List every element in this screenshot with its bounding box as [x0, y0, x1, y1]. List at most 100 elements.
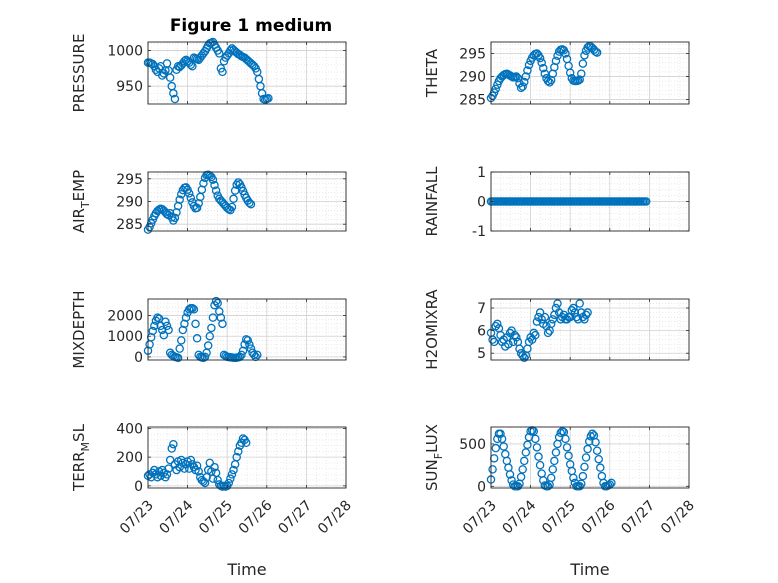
y-axis-label-tail: EMP [70, 170, 88, 201]
data-point [158, 325, 167, 335]
data-point [594, 454, 603, 464]
data-point [540, 69, 550, 78]
y-tick-label: 295 [116, 172, 143, 188]
data-point [518, 351, 527, 360]
y-tick-label: 5 [477, 346, 486, 362]
y-tick-label: 7 [477, 301, 486, 317]
data-series [143, 296, 262, 363]
y-axis-label: MIXDEPTH [70, 290, 88, 368]
y-tick-label: 6 [477, 324, 486, 340]
data-point [515, 344, 524, 353]
y-tick-label: 1000 [107, 329, 143, 345]
data-point [505, 470, 515, 479]
x-tick-label: 07/27 [618, 498, 658, 538]
data-point [218, 319, 227, 329]
data-point [199, 179, 208, 188]
data-point [173, 353, 183, 363]
data-point [205, 458, 215, 468]
data-point [165, 73, 175, 82]
y-tick-label: 500 [459, 437, 486, 453]
x-axis-label: Time [569, 560, 609, 579]
data-point [497, 434, 507, 444]
data-point [226, 474, 235, 483]
data-point [245, 198, 254, 208]
data-point [243, 336, 253, 345]
data-point [545, 78, 554, 87]
x-tick-label: 07/28 [658, 498, 698, 538]
data-point [211, 296, 221, 306]
axes-box [490, 298, 690, 361]
y-axis-label-base: AIR [70, 208, 88, 233]
data-point [531, 330, 540, 340]
data-point [562, 443, 572, 452]
data-point [159, 330, 169, 340]
data-point [216, 313, 226, 322]
data-point [532, 443, 542, 452]
figure-title: Figure 1 medium [170, 16, 332, 36]
data-point [165, 209, 175, 218]
data-point [531, 434, 540, 444]
y-axis-label-base: TERR [70, 451, 88, 492]
data-point [215, 307, 224, 316]
y-axis-label-base: THETA [423, 48, 441, 98]
data-point [210, 180, 219, 190]
data-point [518, 82, 527, 91]
data-point [583, 444, 592, 454]
x-tick-label: 07/23 [460, 498, 500, 538]
data-point [180, 464, 189, 473]
y-axis-label: AIRTEMP [70, 170, 92, 233]
data-series [143, 37, 273, 104]
data-point [535, 460, 545, 470]
y-axis-label: H2OMIXRA [423, 289, 441, 370]
data-point [153, 313, 162, 322]
x-tick-label: 07/25 [539, 498, 579, 538]
data-point [253, 350, 262, 360]
y-axis-label: PRESSURE [70, 34, 88, 113]
data-point [488, 335, 497, 344]
x-tick-label: 07/26 [236, 497, 276, 537]
data-point [245, 340, 254, 349]
data-point [232, 452, 241, 462]
data-point [523, 66, 532, 75]
data-point [569, 473, 578, 483]
data-point [518, 465, 527, 474]
y-axis-label-base: H2OMIXRA [423, 289, 441, 370]
data-point [577, 479, 586, 489]
y-axis-label-base: RAINFALL [423, 166, 441, 237]
y-tick-label: 0 [477, 195, 486, 211]
x-tick-label: 07/26 [579, 497, 619, 537]
data-point [581, 453, 591, 462]
data-point [575, 299, 584, 308]
data-point [577, 308, 586, 317]
data-point [584, 437, 594, 446]
data-point [264, 94, 273, 103]
data-point [170, 94, 180, 104]
y-tick-label: 0 [477, 479, 486, 495]
axes-3: 285 290 295 AIRTEMP [70, 170, 347, 234]
data-point [203, 341, 213, 350]
x-tick-label: 07/24 [500, 497, 540, 537]
axes-5: 0 1000 2000 MIXDEPTH [70, 290, 347, 369]
data-point [227, 202, 237, 212]
data-point [564, 451, 573, 461]
data-point [577, 69, 586, 78]
data-point [551, 56, 561, 66]
data-point [546, 473, 556, 483]
y-tick-label: 1000 [107, 44, 143, 60]
data-point [641, 197, 651, 206]
y-axis-label-base: MIXDEPTH [70, 290, 88, 368]
data-point [186, 60, 196, 70]
data-point [583, 308, 592, 317]
data-point [232, 180, 241, 189]
data-point [546, 319, 556, 329]
x-axis-label: Time [226, 560, 266, 579]
data-point [186, 455, 196, 465]
axes-8: 0 500 07/23 07/24 07/25 07/26 07/27 07/28 Time SU… [423, 424, 698, 579]
data-point [246, 199, 256, 209]
data-point [520, 77, 529, 87]
data-point [553, 299, 562, 308]
axes-4: -1 0 1 RAINFALL [423, 165, 690, 240]
data-point [161, 317, 170, 326]
axes-2: 285 290 295 THETA [423, 41, 690, 108]
data-point [561, 49, 570, 58]
